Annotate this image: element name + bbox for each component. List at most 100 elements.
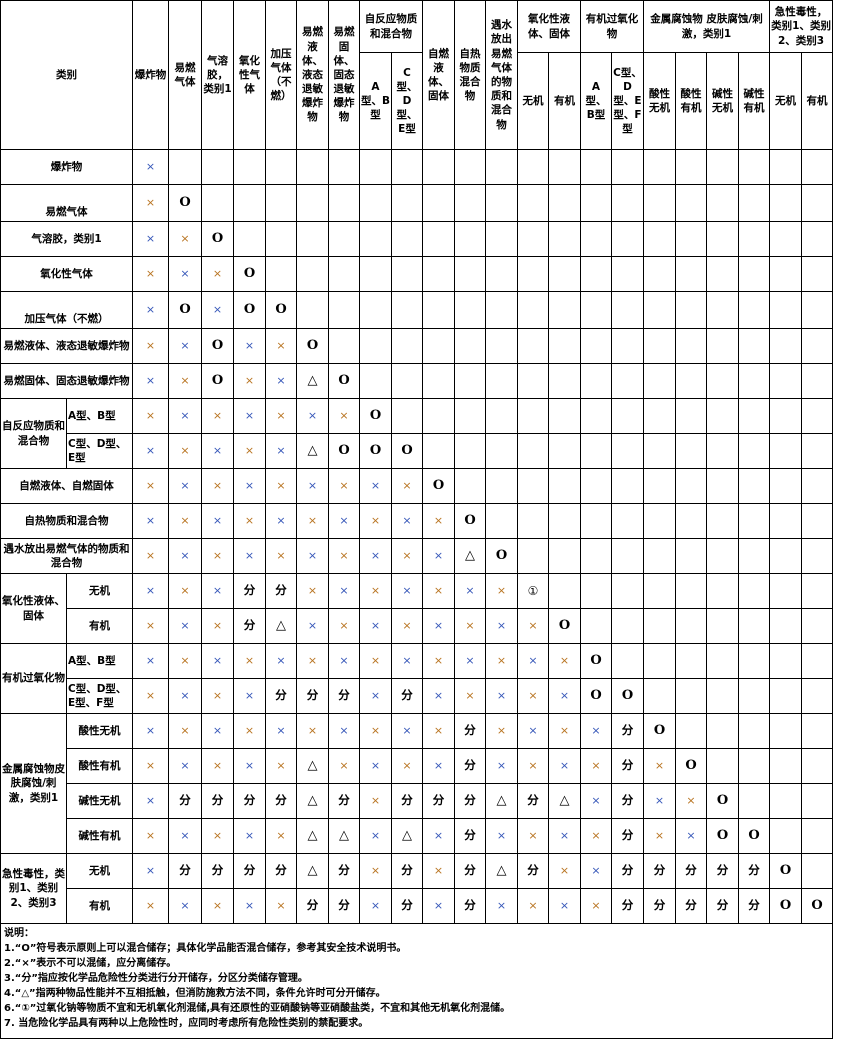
compat-symbol: × <box>559 723 570 737</box>
compat-cell <box>706 503 739 539</box>
compat-cell: × <box>296 573 329 609</box>
compat-symbol: O <box>621 688 634 704</box>
compat-symbol: × <box>145 688 156 702</box>
category-header: 类别 <box>0 0 133 150</box>
compat-symbol: × <box>307 618 318 632</box>
column-subheader: C型、D型、E型、F型 <box>611 52 644 150</box>
compat-symbol: × <box>244 653 255 667</box>
compat-symbol: O <box>558 618 571 634</box>
compat-cell <box>391 363 423 399</box>
compat-cell: × <box>517 608 549 644</box>
row-sub-label: C型、D型、E型、F型 <box>66 678 133 714</box>
compat-cell: × <box>580 783 612 819</box>
compat-cell <box>580 398 612 434</box>
compat-cell <box>643 184 676 222</box>
compat-cell: △ <box>265 608 297 644</box>
compat-cell: × <box>265 363 297 399</box>
compat-cell <box>737 221 771 257</box>
compat-symbol: 分 <box>464 898 476 913</box>
compat-cell: × <box>132 256 169 292</box>
compat-cell: △ <box>454 538 486 574</box>
compat-symbol: × <box>244 898 255 912</box>
column-subheader: 无机 <box>517 52 549 150</box>
compat-cell: 分 <box>391 783 423 819</box>
compat-cell <box>548 538 581 574</box>
compat-cell: × <box>201 573 234 609</box>
compat-symbol: × <box>180 548 190 562</box>
compat-symbol: O <box>211 231 224 247</box>
compat-symbol: △ <box>307 758 318 774</box>
compat-symbol: × <box>433 653 444 667</box>
compat-cell: × <box>132 468 169 504</box>
compat-cell: 分 <box>643 888 676 924</box>
compat-cell <box>611 328 644 364</box>
compat-cell <box>296 291 329 329</box>
compat-symbol: × <box>276 898 286 912</box>
compat-symbol: 分 <box>653 898 666 913</box>
row-sub-label: 酸性有机 <box>66 748 133 784</box>
row-group-label: 急性毒性，类别1、类别2、类别3 <box>0 853 67 924</box>
compat-symbol: 分 <box>275 583 287 598</box>
column-header: 加压气体（不燃） <box>265 0 297 150</box>
compat-cell <box>769 748 803 784</box>
compat-symbol: × <box>180 688 190 702</box>
compat-cell: 分 <box>643 853 676 889</box>
compat-symbol: O <box>211 373 224 389</box>
compat-cell: × <box>265 433 297 469</box>
compat-cell <box>328 149 360 185</box>
compat-symbol: × <box>370 898 381 912</box>
compat-cell: × <box>168 468 202 504</box>
compat-cell: × <box>328 713 360 749</box>
compat-cell: × <box>517 818 549 854</box>
compat-cell <box>454 398 486 434</box>
compat-symbol: × <box>307 583 318 597</box>
table-row: 自反应物质和混合物 A型、B型 × × × × × × × O <box>0 398 834 469</box>
compat-symbol: × <box>145 302 156 316</box>
compat-cell <box>737 433 771 469</box>
compat-cell <box>675 221 707 257</box>
compat-cell: × <box>328 573 360 609</box>
compat-cell: × <box>132 398 169 434</box>
compat-symbol: O <box>590 688 602 704</box>
compat-cell <box>580 433 612 469</box>
compat-symbol: × <box>370 723 381 737</box>
compat-symbol: × <box>212 478 223 492</box>
compat-cell <box>611 398 644 434</box>
compat-cell: × <box>132 328 169 364</box>
compat-cell: × <box>168 818 202 854</box>
compat-cell <box>517 221 549 257</box>
table-row: 爆炸物 × <box>0 149 834 185</box>
compat-symbol: △ <box>276 618 286 634</box>
compat-cell: × <box>517 888 549 924</box>
compat-symbol: × <box>180 653 190 667</box>
compat-cell: 分 <box>706 853 739 889</box>
compat-symbol: × <box>433 618 444 632</box>
compat-cell <box>454 468 486 504</box>
compat-cell: × <box>201 643 234 679</box>
compat-symbol: × <box>180 723 190 737</box>
compat-symbol: 分 <box>401 863 413 878</box>
compat-cell <box>517 363 549 399</box>
compat-cell <box>580 221 612 257</box>
compat-cell: × <box>328 608 360 644</box>
compat-symbol: × <box>402 618 412 632</box>
compat-cell: △ <box>296 853 329 889</box>
compat-cell: 分 <box>168 853 202 889</box>
compat-cell <box>517 149 549 185</box>
compat-cell: × <box>233 328 266 364</box>
compat-cell <box>580 291 612 329</box>
compat-cell <box>737 149 771 185</box>
table-row: 有机 × × × 分 △ × × × × × × × × O <box>1 608 834 644</box>
compat-cell <box>737 184 771 222</box>
compat-cell: × <box>265 503 297 539</box>
compat-cell <box>485 256 518 292</box>
compat-cell <box>422 398 455 434</box>
compat-cell <box>643 256 676 292</box>
compat-cell <box>737 678 771 714</box>
compat-cell <box>801 573 834 609</box>
compat-cell <box>454 149 486 185</box>
compat-cell <box>611 468 644 504</box>
compat-cell: × <box>359 853 392 889</box>
compat-cell: × <box>359 783 392 819</box>
compat-cell: × <box>548 678 581 714</box>
